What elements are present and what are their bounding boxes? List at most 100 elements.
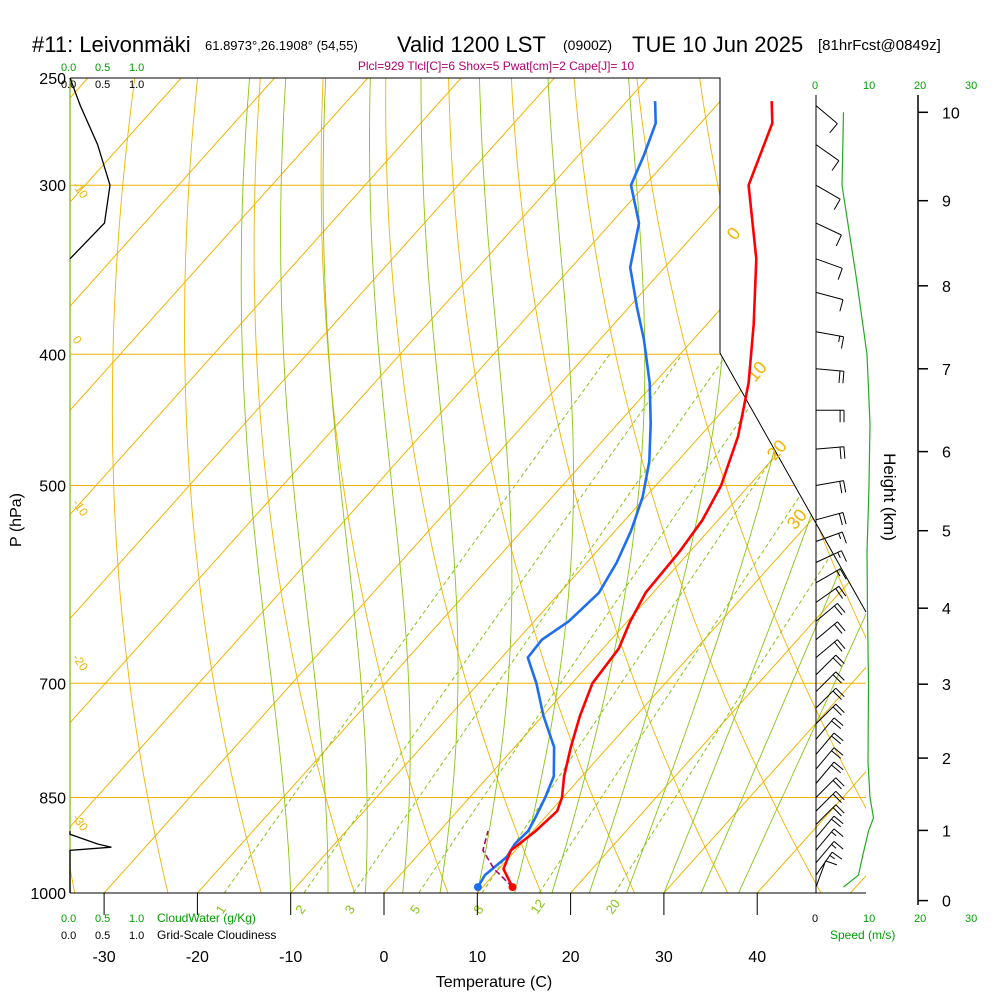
mixing-ratio-label: 8 [470, 902, 486, 917]
x-tick-label: -10 [279, 949, 302, 966]
height-axis-title: Height (km) [880, 453, 899, 541]
isotherm-label: 10 [743, 357, 771, 385]
pressure-tick-label: 400 [39, 347, 66, 364]
cloudwater-top-tick: 0.5 [95, 62, 110, 74]
valid-date: TUE 10 Jun 2025 [632, 32, 803, 57]
wind-barb [816, 586, 846, 602]
x-tick-label: 20 [562, 949, 580, 966]
cloudwater-line [70, 831, 111, 893]
cold-isotherm-label: -20 [70, 651, 92, 674]
cloudwater-top-tick: 0.0 [61, 62, 76, 74]
pressure-tick-label: 300 [39, 178, 66, 195]
wind-barb [816, 369, 844, 384]
x-tick-label: 40 [748, 949, 766, 966]
mixing-ratio-label: 3 [342, 902, 358, 917]
wind-barb [816, 410, 844, 422]
cloudwater-bottom-tick: 0.5 [95, 913, 110, 925]
speed-bottom-tick: 10 [863, 913, 875, 925]
height-tick-label: 7 [942, 362, 951, 379]
speed-bottom-tick: 0 [812, 913, 818, 925]
pressure-tick-label: 500 [39, 479, 66, 496]
cold-isotherm-label: -10 [70, 497, 92, 520]
cold-isotherm-label: 0 [70, 333, 85, 347]
cloudiness-top-tick: 0.5 [95, 79, 110, 91]
y-axis-title: P (hPa) [8, 493, 25, 547]
height-tick-label: 4 [942, 601, 951, 618]
wind-barb [816, 569, 846, 583]
height-tick-label: 9 [942, 194, 951, 211]
speed-top-tick: 20 [914, 80, 926, 92]
wind-barb [816, 841, 843, 862]
wind-barb [816, 688, 844, 708]
station-coords: 61.8973°,26.1908° (54,55) [205, 38, 358, 53]
stability-indices: Plcl=929 Tlcl[C]=6 Shox=5 Pwat[cm]=2 Cap… [358, 59, 635, 73]
isotherm-label: 30 [783, 505, 811, 533]
cloudiness-line [70, 78, 110, 259]
height-tick-label: 0 [942, 894, 951, 911]
cloudwater-bottom-tick: 1.0 [129, 913, 144, 925]
mixing-ratio-line [539, 354, 894, 893]
mixing-ratio-label: 12 [527, 896, 548, 916]
wind-barb [816, 106, 837, 133]
wind-barb [816, 481, 846, 493]
dry-adiabat-line [0, 78, 9, 893]
height-tick-label: 5 [942, 524, 951, 541]
mixing-ratio-line [224, 354, 610, 893]
x-tick-label: 0 [380, 949, 389, 966]
wind-barb [816, 447, 845, 459]
speed-axis-label: Speed (m/s) [830, 928, 895, 942]
cloudwater-top-tick: 1.0 [129, 62, 144, 74]
height-tick-label: 1 [942, 823, 951, 840]
dry-adiabat-line [825, 78, 1000, 893]
cold-isotherm-label: -30 [70, 811, 92, 834]
isotherm-label: 0 [723, 223, 745, 244]
valid-time: Valid 1200 LST [397, 32, 546, 57]
speed-bottom-tick: 20 [914, 913, 926, 925]
cloudiness-top-tick: 0.0 [61, 79, 76, 91]
x-tick-label: -20 [186, 949, 209, 966]
surface-dewpoint-dot [474, 883, 482, 891]
mixing-ratio-label: 2 [292, 902, 308, 917]
height-tick-label: 2 [942, 751, 951, 768]
speed-top-tick: 10 [863, 80, 875, 92]
height-tick-label: 3 [942, 677, 951, 694]
x-axis-title: Temperature (C) [436, 974, 552, 991]
wind-barb [816, 551, 847, 563]
mixing-ratio-label: 5 [407, 902, 423, 917]
wind-barb [816, 672, 844, 692]
wind-barb [816, 145, 839, 171]
pressure-tick-label: 1000 [30, 886, 66, 903]
speed-bottom-tick: 30 [965, 913, 977, 925]
wind-barb [816, 778, 844, 798]
wind-barb [816, 292, 843, 311]
wind-barb [816, 733, 843, 754]
wind-barb [816, 718, 843, 739]
forecast-info: [81hrFcst@0849z] [818, 37, 941, 54]
cloudiness-label: Grid-Scale Cloudiness [157, 928, 276, 942]
mixing-ratio-line [615, 354, 962, 893]
wind-barb [816, 603, 845, 621]
cloudwater-bottom-tick: 0.0 [61, 913, 76, 925]
isotherm-label: 20 [763, 436, 791, 464]
speed-top-tick: 30 [965, 80, 977, 92]
cloudwater-label: CloudWater (g/Kg) [157, 911, 256, 925]
sounding-profiles [474, 101, 772, 891]
pressure-tick-label: 700 [39, 676, 66, 693]
cloudiness-bottom-tick: 0.5 [95, 930, 110, 942]
cloudiness-bottom-tick: 0.0 [61, 930, 76, 942]
valid-zulu: (0900Z) [563, 37, 612, 53]
wind-barb [816, 762, 843, 784]
dry-adiabat-line [951, 78, 1000, 893]
cloudiness-bottom-tick: 1.0 [129, 930, 144, 942]
wind-barb [816, 861, 837, 887]
wind-barb [816, 185, 840, 209]
mixing-ratio-line [419, 354, 786, 893]
mixing-ratio-line [353, 354, 727, 893]
plot-frame [70, 78, 866, 612]
height-tick-label: 6 [942, 445, 951, 462]
pressure-tick-label: 850 [39, 791, 66, 808]
wind-barb [816, 513, 846, 526]
station-title: #11: Leivonmäki [32, 32, 191, 57]
